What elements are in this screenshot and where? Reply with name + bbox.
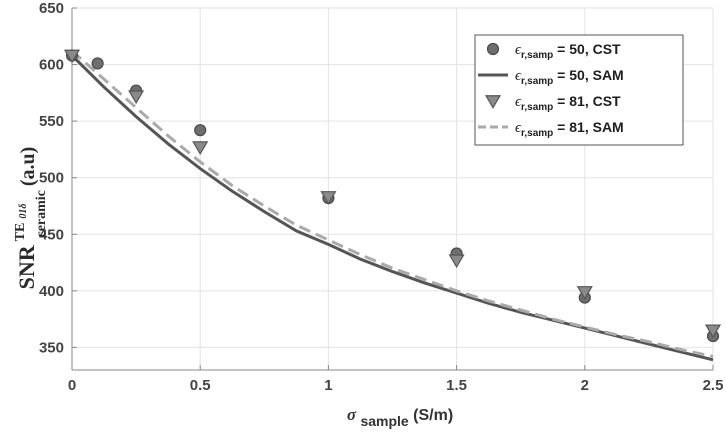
y-tick-label: 550 [39,113,64,130]
x-tick-label: 2 [581,377,589,394]
legend-label: ϵr,samp = 81, SAM [515,119,624,139]
y-tick-label: 650 [39,0,64,17]
x-axis-label: σ sample (S/m) [347,405,453,430]
y-tick-label: 350 [39,339,64,356]
x-axis-label-symbol: σ [347,405,357,424]
legend-label-text: = 81, SAM [553,119,623,135]
legend-label-subscript: r,samp [521,128,553,139]
legend-label-subscript: r,samp [521,102,553,113]
x-axis-label-unit: (S/m) [413,407,453,424]
data-point-triangle [576,286,593,300]
legend-label-text: = 50, SAM [553,67,623,83]
legend-label-text: = 81, CST [553,93,621,109]
data-point-triangle [704,324,722,339]
data-point-triangle [128,90,145,105]
data-point-circle [194,124,207,137]
y-tick-label: 450 [39,226,64,243]
x-tick-label: 0 [68,377,76,394]
legend-box [474,34,684,146]
y-axis-label-superscript-sub: 01δ [18,204,29,219]
legend-marker-circle [486,42,500,56]
x-tick-label: 2.5 [703,377,724,394]
data-point-circle [91,57,104,70]
y-tick-label: 500 [39,170,64,187]
y-axis-label-unit: (a.u) [17,147,39,186]
legend-label: ϵr,samp = 81, CST [515,93,621,113]
y-axis-label: SNR TE 01δ ceramic (a.u) [11,147,49,290]
x-axis-label-subscript: sample [360,413,408,429]
legend-label-epsilon: ϵ [515,42,522,58]
y-tick-label: 400 [39,283,64,300]
legend-label-subscript: r,samp [521,76,553,87]
legend-label: ϵr,samp = 50, SAM [515,67,624,87]
y-axis-label-subscript: ceramic [34,190,49,237]
axes [71,7,714,371]
data-point-triangle [320,191,337,205]
legend-label-text: = 50, CST [553,41,621,57]
legend-label-epsilon: ϵ [515,94,522,110]
x-tick-label: 1 [324,377,332,394]
data-point-triangle [448,254,465,269]
data-point-triangle [63,49,81,64]
data-point-triangle [192,141,209,155]
x-tick-label: 0.5 [190,377,211,394]
y-tick-label: 600 [39,57,64,74]
series-line [71,49,714,358]
legend-label-subscript: r,samp [521,50,553,61]
y-axis-label-superscript: TE [13,223,28,242]
data-series [63,49,722,362]
legend-label-epsilon: ϵ [515,120,522,136]
tick-labels: 0 0.5 1 1.5 2 2.5 350 400 450 500 550 600 650 [39,0,723,394]
y-axis-label-main: SNR [14,244,39,289]
legend-label: ϵr,samp = 50, CST [515,41,621,61]
legend-label-epsilon: ϵ [515,68,522,84]
x-tick-label: 1.5 [446,377,467,394]
legend-marker-triangle [484,95,502,109]
